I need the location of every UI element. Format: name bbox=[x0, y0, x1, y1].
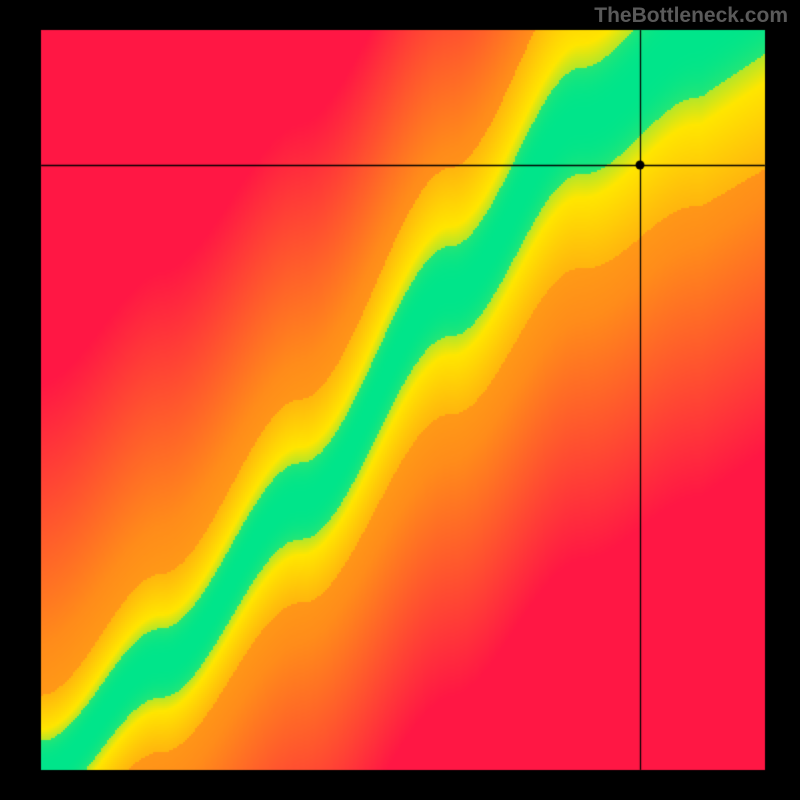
watermark-label: TheBottleneck.com bbox=[594, 4, 788, 28]
crosshair-overlay bbox=[0, 0, 800, 800]
